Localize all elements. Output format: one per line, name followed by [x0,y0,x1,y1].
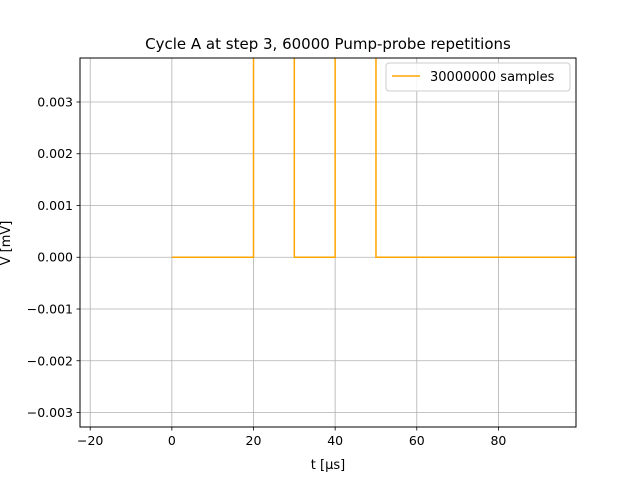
y-tick-label: −0.001 [27,302,73,317]
chart-title: Cycle A at step 3, 60000 Pump-probe repe… [145,35,511,53]
legend: 30000000 samples [385,62,571,92]
y-axis: −0.003 −0.002 −0.001 0.000 0.001 0.002 0.003 [27,94,80,420]
x-tick-label: 80 [490,433,506,448]
y-tick-label: −0.003 [27,405,73,420]
x-tick-label: 0 [168,433,176,448]
legend-label: 30000000 samples [430,70,555,85]
x-tick-label: 20 [246,433,262,448]
x-tick-label: 60 [409,433,425,448]
y-tick-label: −0.002 [27,353,73,368]
y-tick-label: 0.003 [37,94,73,109]
y-tick-label: 0.001 [37,198,73,213]
grid [80,58,576,427]
x-axis-label: t [μs] [311,458,345,473]
y-tick-label: 0.000 [37,250,73,265]
series-line [171,58,576,258]
plot-frame [79,57,577,428]
x-tick-label: −20 [77,433,103,448]
y-tick-label: 0.002 [37,146,73,161]
x-axis: −20 0 20 40 60 80 [77,427,506,448]
x-tick-label: 40 [327,433,343,448]
y-axis-label: V [mV] [0,221,14,266]
series-layer [171,58,576,258]
legend-box [385,62,571,92]
